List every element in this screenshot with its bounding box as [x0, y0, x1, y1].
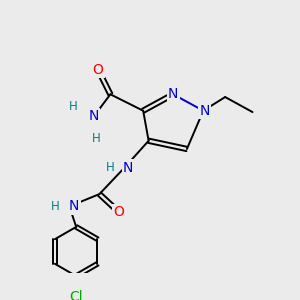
Text: H: H — [92, 131, 101, 145]
Text: H: H — [69, 100, 78, 113]
Text: N: N — [123, 160, 133, 175]
Text: O: O — [113, 205, 124, 219]
Text: H: H — [106, 161, 115, 174]
Text: N: N — [200, 104, 210, 118]
Text: N: N — [168, 87, 178, 101]
Text: N: N — [89, 109, 99, 123]
Text: H: H — [51, 200, 60, 213]
Text: N: N — [69, 200, 80, 213]
Text: O: O — [93, 63, 104, 77]
Text: Cl: Cl — [69, 290, 83, 300]
